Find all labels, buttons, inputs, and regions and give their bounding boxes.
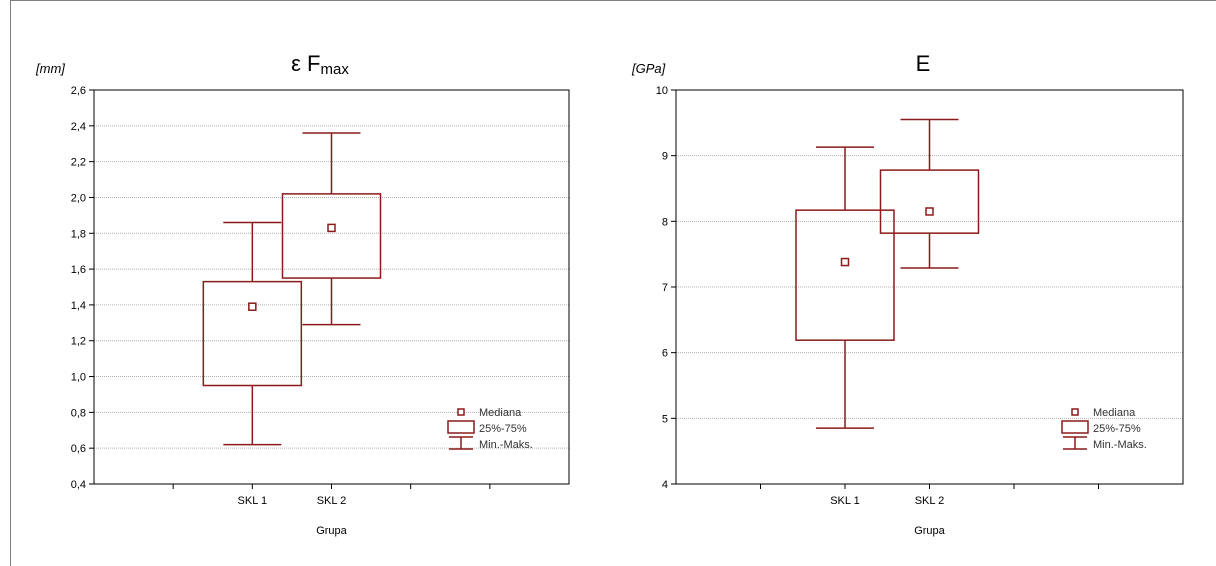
legend-box-label: 25%-75% <box>479 423 527 435</box>
legend-median-label: Mediana <box>479 407 522 419</box>
iqr-box <box>879 169 980 234</box>
median-marker <box>327 223 336 233</box>
median-marker <box>248 302 257 311</box>
figure-frame <box>10 0 1216 566</box>
y-tick-label: 6 <box>662 348 668 360</box>
iqr-box <box>281 193 382 279</box>
y-tick-label: 4 <box>662 479 668 491</box>
legend-whisker-label: Min.-Maks. <box>1093 439 1147 451</box>
y-tick-label: 1,0 <box>71 372 86 384</box>
legend-whisker-label: Min.-Maks. <box>479 439 533 451</box>
y-tick-label: 0,6 <box>71 443 86 455</box>
y-tick-label: 0,4 <box>71 479 86 491</box>
y-tick-label: 2,6 <box>71 85 86 97</box>
legend-box-label: 25%-75% <box>1093 423 1141 435</box>
legend-box-icon <box>447 420 475 434</box>
y-axis-unit-label: [mm] <box>35 61 65 76</box>
y-tick-label: 2,2 <box>71 157 86 169</box>
y-tick-label: 7 <box>662 282 668 294</box>
iqr-box <box>202 280 303 387</box>
x-tick-label: SKL 2 <box>317 495 347 507</box>
y-tick-label: 0,8 <box>71 407 86 419</box>
box-skl-1 <box>202 221 303 446</box>
median-marker <box>840 257 850 267</box>
y-tick-label: 2,0 <box>71 192 86 204</box>
legend-median-icon <box>1071 408 1079 416</box>
legend-whisker-icon <box>1063 436 1087 450</box>
x-axis-label: Grupa <box>914 525 945 537</box>
box-skl-2 <box>281 132 382 326</box>
y-tick-label: 1,2 <box>71 336 86 348</box>
y-axis-unit-label: [GPa] <box>631 61 666 76</box>
x-tick-label: SKL 1 <box>830 495 860 507</box>
legend-box-icon <box>1061 420 1089 434</box>
legend: Mediana 25%-75% Min.-Maks. <box>1061 407 1147 451</box>
x-tick-label: SKL 1 <box>238 495 268 507</box>
legend: Mediana 25%-75% Min.-Maks. <box>447 407 533 451</box>
y-tick-label: 5 <box>662 413 668 425</box>
y-tick-label: 2,4 <box>71 121 86 133</box>
y-tick-label: 1,6 <box>71 264 86 276</box>
chart-panel-1: 0,4 0,6 0,8 1,0 1,2 1,4 1,6 1,8 2,0 2,2 2,4 2,6 SKL … <box>35 51 570 537</box>
box-skl-1 <box>795 146 895 429</box>
legend-median-icon <box>457 408 465 416</box>
y-tick-label: 9 <box>662 151 668 163</box>
y-tick-label: 1,8 <box>71 228 86 240</box>
x-axis-label: Grupa <box>316 525 347 537</box>
y-tick-label: 10 <box>656 85 668 97</box>
x-tick-label: SKL 2 <box>915 495 945 507</box>
chart-panel-2: 4 5 6 7 8 9 10 SKL 1 SKL 2 Grupa [GPa] E Mediana 25%-… <box>631 51 1184 537</box>
chart-title: E <box>916 51 931 76</box>
y-tick-label: 8 <box>662 216 668 228</box>
chart-title: ε Fmax <box>291 51 349 78</box>
y-tick-label: 1,4 <box>71 300 86 312</box>
iqr-box <box>795 209 895 341</box>
median-marker <box>925 207 934 216</box>
box-skl-2 <box>879 118 980 269</box>
legend-median-label: Mediana <box>1093 407 1136 419</box>
legend-whisker-icon <box>449 436 473 450</box>
